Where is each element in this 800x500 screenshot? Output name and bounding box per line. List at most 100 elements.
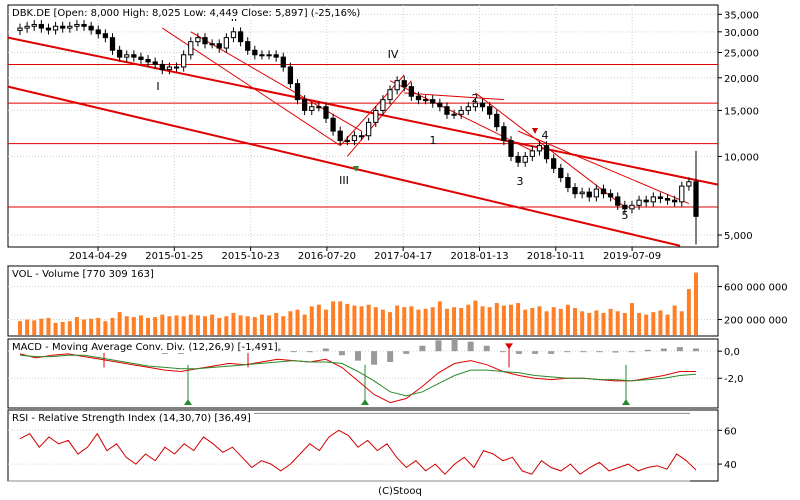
price-y-tick-label: 5,000 [724,231,753,242]
volume-bar [523,309,528,335]
candle [451,109,457,119]
wave-label-5: 5 [622,209,629,222]
volume-bar [160,314,165,335]
candle [88,21,94,35]
volume-bar [96,317,101,335]
price-y-tick-label: 10,000 [724,152,759,163]
candle-body [686,181,692,187]
candle-body [672,199,678,203]
macd-lines [19,353,697,404]
candle-body [259,54,265,57]
wave-label-4: 4 [542,129,549,142]
volume-bar [25,319,30,335]
volume-bar [124,316,129,335]
candle [195,33,201,47]
volume-bar [551,307,556,335]
volume-bar [558,308,563,335]
candle-body [558,167,564,179]
candle [693,150,699,245]
volume-bar [694,272,698,335]
candle-body [679,185,685,203]
candle-body [45,27,52,31]
candle-body [444,106,450,115]
candle [237,27,244,47]
volume-bar [274,312,279,335]
volume-bar [644,314,649,335]
price-y-tick-label: 15,000 [724,106,759,117]
candle [472,98,479,112]
price-x-tick-label: 2014-04-29 [69,251,127,262]
candle [24,21,30,33]
volume-bar [210,314,215,335]
candle [181,50,187,72]
candle-body [330,117,336,132]
buy-arrow-marker [353,166,359,172]
rsi-panel-title: RSI - Relative Strength Index (14,30,70)… [12,413,251,424]
candle [664,194,671,205]
candle [586,187,592,202]
candle-body [131,54,137,58]
candle-body [109,37,116,51]
volume-bar [46,317,51,335]
candle [536,141,543,156]
candle-body [159,63,165,71]
volume-bars [18,272,698,335]
candle [294,79,301,105]
candle [600,184,607,199]
candle-body [88,25,94,31]
candle-body [415,95,422,101]
volume-bar [565,304,570,335]
candle-body [394,80,400,91]
candle-body [209,43,215,46]
volume-bar [473,300,478,335]
candle [501,122,507,146]
macd-panel: 0,0 -2,0 MACD - Moving Average Conv. Div.… [7,338,744,409]
candle [31,20,37,31]
macd-histogram-bar [467,341,474,352]
candle [280,52,286,72]
candle [344,136,350,146]
volume-bar [153,317,158,335]
volume-bar [309,306,314,335]
candle-body [522,155,528,163]
candle [380,95,386,116]
candle-body [223,37,229,49]
candle [81,20,87,31]
macd-histogram-bar [612,351,619,353]
candle-body [173,66,180,69]
candle [245,37,251,55]
volume-bar [138,315,143,335]
candle [60,21,66,33]
candle-body [529,150,535,157]
volume-bar [267,315,272,335]
candle-body [543,145,550,160]
candle [45,23,52,35]
volume-bar [345,303,350,335]
candle-body [636,199,642,206]
candle [408,82,415,101]
volume-bar [587,312,592,335]
volume-bar [508,304,513,335]
rsi-series-line [19,429,697,475]
candle-body [323,106,329,119]
candle-body [309,106,315,111]
macd-histogram-bar [628,351,635,353]
macd-histogram-bar [435,340,442,352]
volume-bar [238,315,243,335]
candle-body [451,113,457,116]
price-panel-title: DBK.DE [Open: 8,000 High: 8,025 Low: 4,4… [12,8,360,19]
candle-body [401,80,407,88]
candle [387,85,393,105]
price-channel-lines [7,27,719,247]
price-x-tick-label: 2018-01-13 [450,251,508,262]
volume-y-tick-label: 200 000 000 [724,316,788,327]
candle [209,39,215,49]
candle [458,105,464,119]
candle [615,192,621,210]
volume-bar [188,314,193,335]
volume-bar [316,304,321,335]
candle-body [266,54,272,57]
candle-body [657,196,664,200]
candle-body [245,41,251,51]
